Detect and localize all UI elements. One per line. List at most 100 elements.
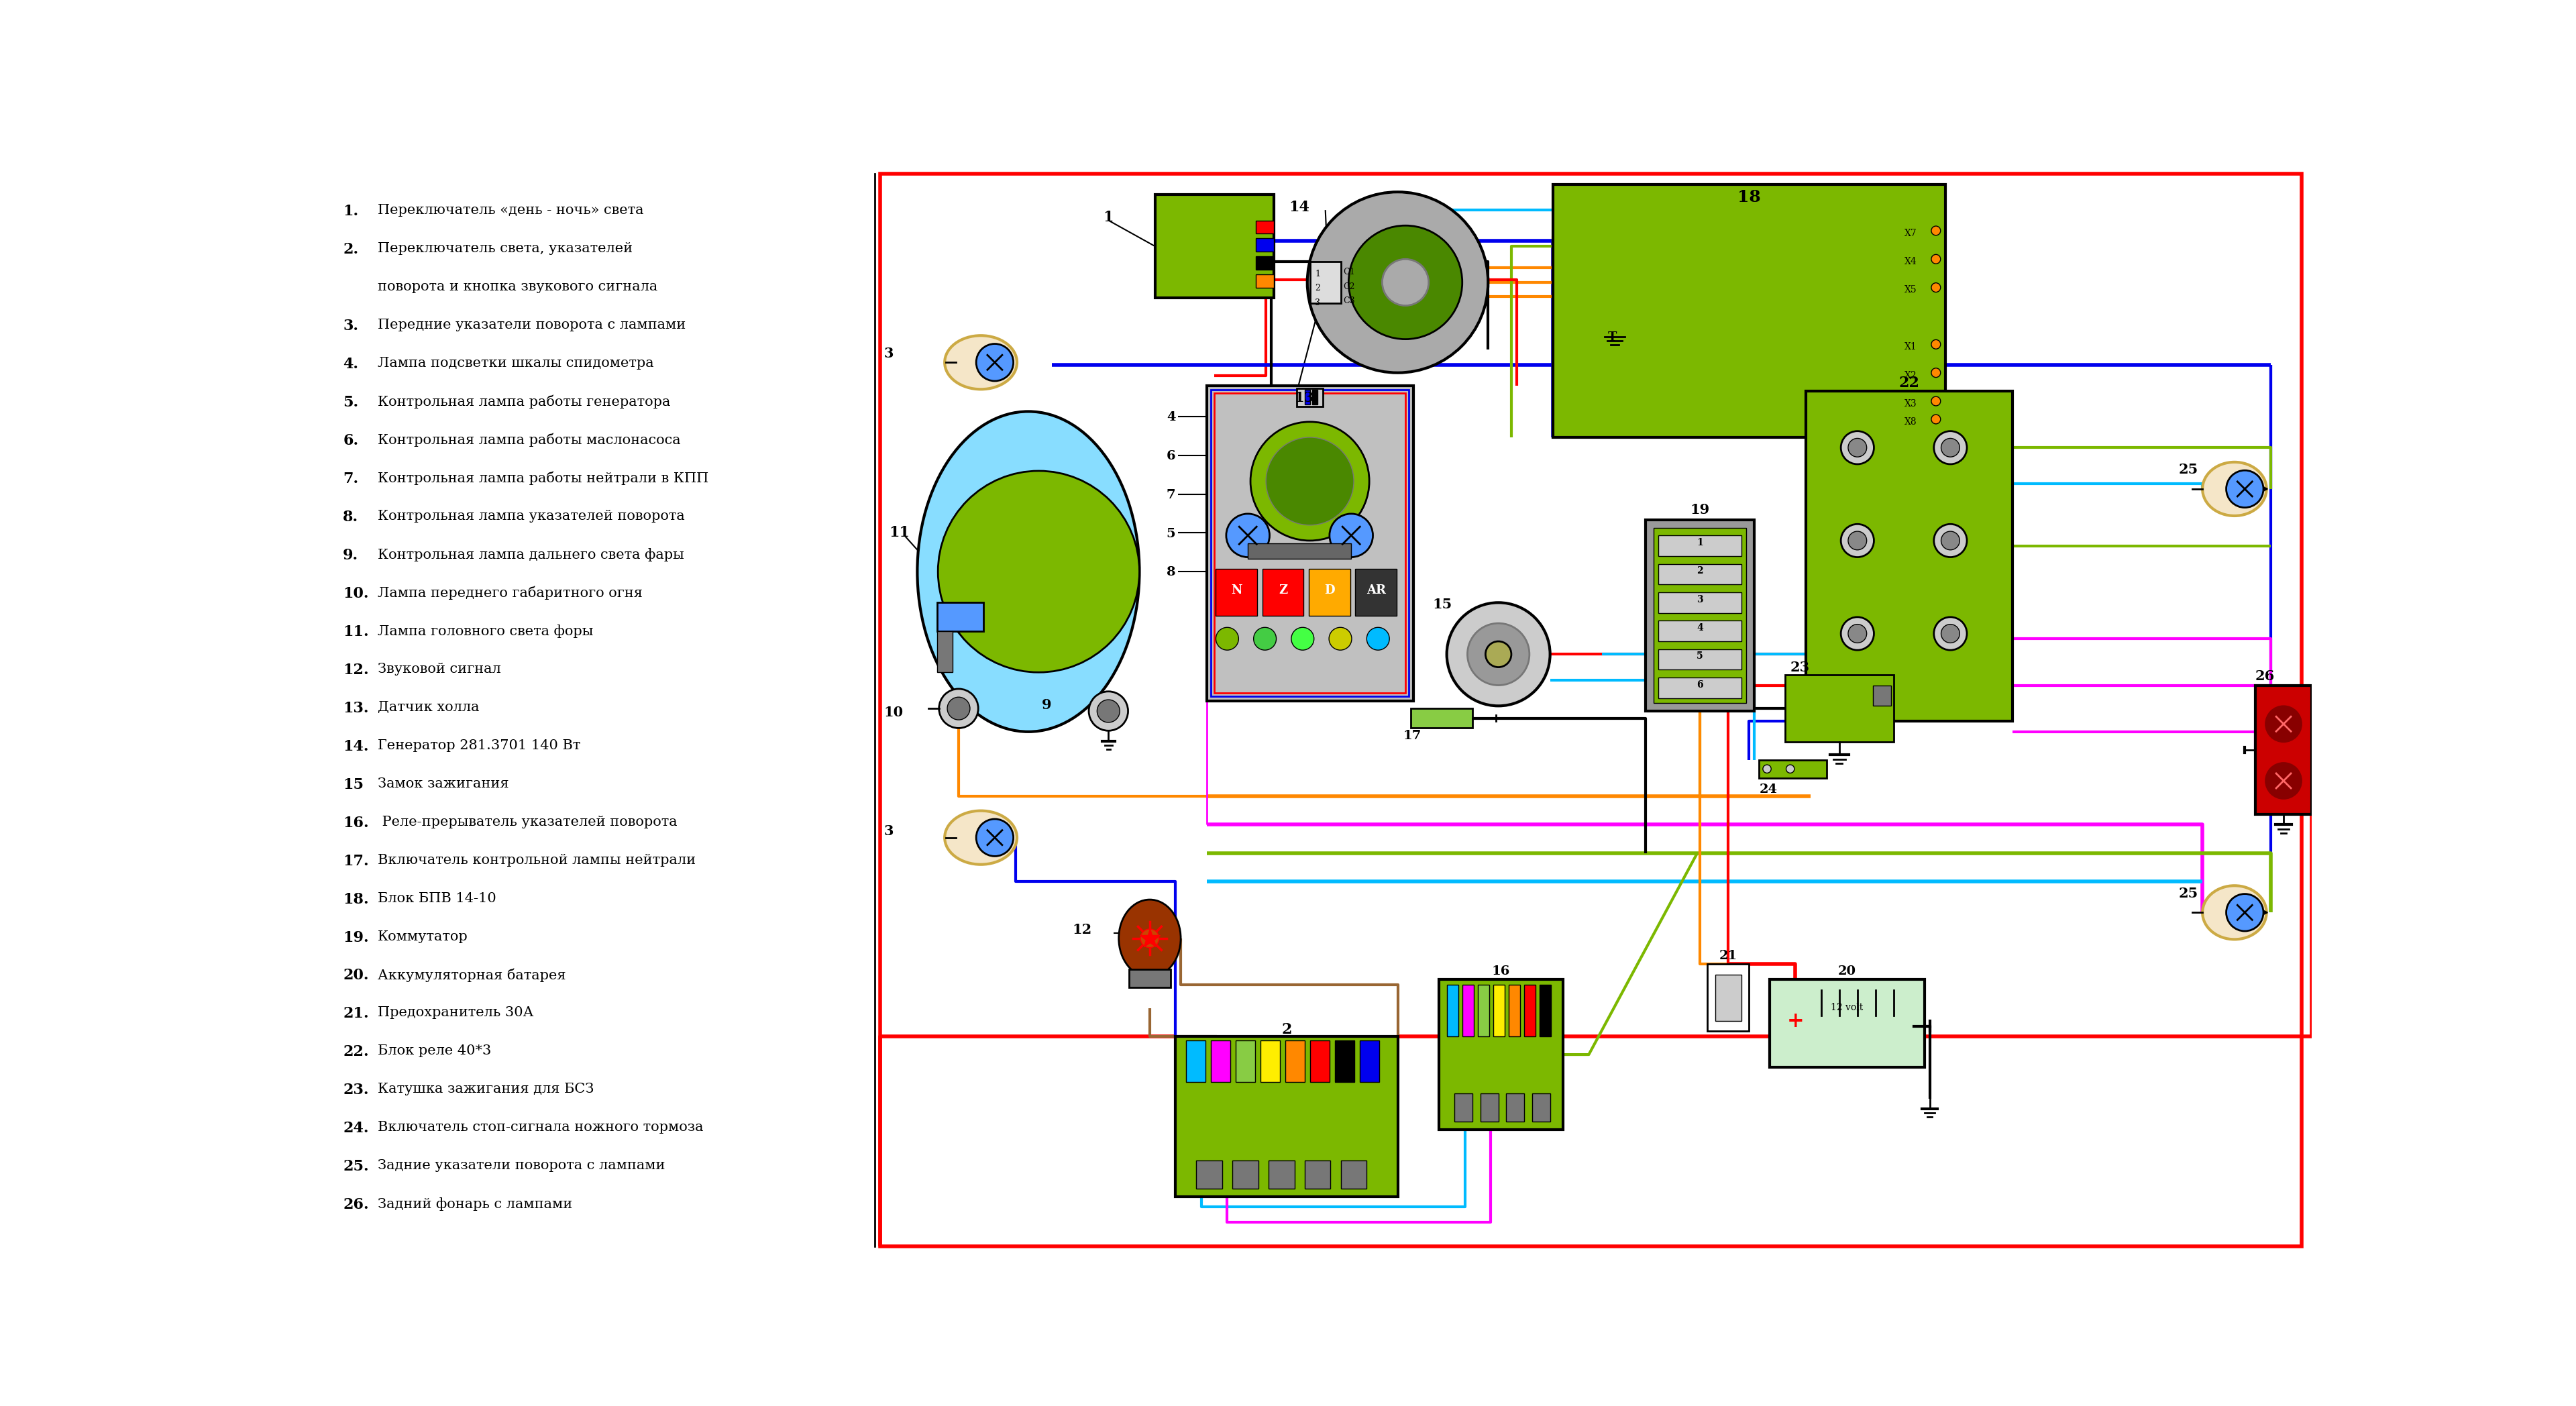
Bar	[1296, 388, 1324, 406]
Text: 15: 15	[1432, 598, 1453, 610]
Ellipse shape	[1118, 900, 1180, 977]
Bar	[1440, 980, 1564, 1129]
Text: Блок БПВ 14-10: Блок БПВ 14-10	[379, 891, 497, 904]
Text: 14: 14	[1288, 200, 1311, 215]
Text: 13: 13	[1293, 391, 1314, 405]
Circle shape	[1842, 617, 1873, 650]
Text: 22.: 22.	[343, 1045, 368, 1060]
Bar	[1342, 1160, 1368, 1189]
Bar	[1785, 675, 1893, 742]
Text: 1: 1	[1698, 538, 1703, 547]
Text: 25: 25	[2179, 463, 2197, 477]
Text: 2: 2	[1314, 284, 1321, 292]
Bar	[1247, 543, 1352, 558]
Circle shape	[1255, 627, 1275, 650]
Bar	[1716, 974, 1741, 1021]
Bar	[1206, 385, 1414, 700]
Text: 3: 3	[1698, 595, 1703, 605]
Bar	[1311, 389, 1316, 405]
Text: 8.: 8.	[343, 509, 358, 524]
Bar	[1267, 1160, 1293, 1189]
Circle shape	[1942, 439, 1960, 457]
Text: Включатель стоп-сигнала ножного тормоза: Включатель стоп-сигнала ножного тормоза	[379, 1121, 703, 1133]
Text: 1: 1	[1103, 209, 1113, 225]
Bar	[1494, 984, 1504, 1036]
Bar	[1309, 262, 1342, 304]
Circle shape	[1265, 437, 1355, 524]
Bar	[1646, 520, 1754, 711]
Circle shape	[976, 344, 1012, 381]
Text: Контрольная лампа дальнего света фары: Контрольная лампа дальнего света фары	[379, 548, 683, 561]
Text: 23: 23	[1790, 661, 1811, 673]
Bar	[1806, 391, 2012, 721]
Circle shape	[948, 697, 971, 720]
Circle shape	[1935, 524, 1968, 557]
Text: Контрольная лампа работы нейтрали в КПП: Контрольная лампа работы нейтрали в КПП	[379, 471, 708, 485]
Text: Звуковой сигнал: Звуковой сигнал	[379, 662, 500, 675]
Circle shape	[2226, 894, 2264, 931]
Bar	[1455, 1094, 1473, 1122]
Text: 12 volt: 12 volt	[1832, 1002, 1862, 1012]
Bar	[1195, 1160, 1221, 1189]
Text: 14.: 14.	[343, 740, 368, 754]
Text: 6.: 6.	[343, 433, 358, 449]
Text: 19.: 19.	[343, 929, 368, 945]
Text: 6: 6	[1167, 450, 1175, 463]
Circle shape	[2226, 471, 2264, 508]
Circle shape	[1468, 623, 1530, 685]
Circle shape	[1932, 226, 1940, 235]
Bar	[1659, 592, 1741, 613]
Circle shape	[1932, 396, 1940, 406]
Bar	[1659, 678, 1741, 699]
Circle shape	[1932, 340, 1940, 349]
Circle shape	[1942, 624, 1960, 643]
Text: 4: 4	[1698, 623, 1703, 633]
Bar	[1175, 1036, 1399, 1197]
Text: Переключатель света, указателей: Переключатель света, указателей	[379, 242, 634, 254]
Text: C2: C2	[1345, 283, 1355, 291]
Circle shape	[1847, 439, 1868, 457]
Ellipse shape	[2202, 886, 2267, 939]
Text: Включатель контрольной лампы нейтрали: Включатель контрольной лампы нейтрали	[379, 853, 696, 866]
Text: Контрольная лампа указателей поворота: Контрольная лампа указателей поворота	[379, 509, 685, 523]
Text: 13.: 13.	[343, 700, 368, 716]
Bar	[1553, 184, 1945, 437]
Bar	[1507, 1094, 1525, 1122]
Text: 24: 24	[1759, 783, 1777, 796]
Text: 9: 9	[1041, 699, 1051, 711]
Text: 17: 17	[1404, 730, 1422, 742]
Bar	[1533, 1094, 1551, 1122]
Text: 3: 3	[884, 347, 894, 360]
Circle shape	[1932, 415, 1940, 423]
Text: Катушка зажигания для БСЗ: Катушка зажигания для БСЗ	[379, 1083, 595, 1095]
Bar	[938, 631, 953, 672]
Text: 26.: 26.	[343, 1198, 368, 1212]
Bar	[1479, 984, 1489, 1036]
Text: 20: 20	[1839, 965, 1857, 977]
Circle shape	[1932, 254, 1940, 264]
Text: 1: 1	[1314, 270, 1321, 278]
Text: 15: 15	[343, 778, 363, 792]
Text: X3: X3	[1904, 399, 1917, 408]
Circle shape	[1486, 641, 1512, 668]
Text: AR: AR	[1365, 585, 1386, 596]
Text: 5.: 5.	[343, 395, 358, 409]
Text: D: D	[1324, 585, 1334, 596]
Bar	[1654, 527, 1747, 703]
Bar	[1128, 969, 1170, 987]
Text: 18.: 18.	[343, 891, 368, 907]
Circle shape	[938, 471, 1139, 672]
Bar	[1873, 685, 1891, 706]
Bar	[1236, 1040, 1255, 1083]
Circle shape	[1329, 513, 1373, 557]
Circle shape	[2264, 761, 2303, 800]
Text: Лампа переднего габаритного огня: Лампа переднего габаритного огня	[379, 586, 641, 600]
Bar	[938, 603, 984, 631]
Text: Задние указатели поворота с лампами: Задние указатели поворота с лампами	[379, 1160, 665, 1173]
Bar	[1540, 984, 1551, 1036]
Text: 21.: 21.	[343, 1007, 368, 1021]
Text: Переключатель «день - ночь» света: Переключатель «день - ночь» света	[379, 204, 644, 217]
Text: Контрольная лампа работы маслонасоса: Контрольная лампа работы маслонасоса	[379, 433, 680, 447]
Circle shape	[1368, 627, 1388, 650]
Text: 12.: 12.	[343, 662, 368, 678]
